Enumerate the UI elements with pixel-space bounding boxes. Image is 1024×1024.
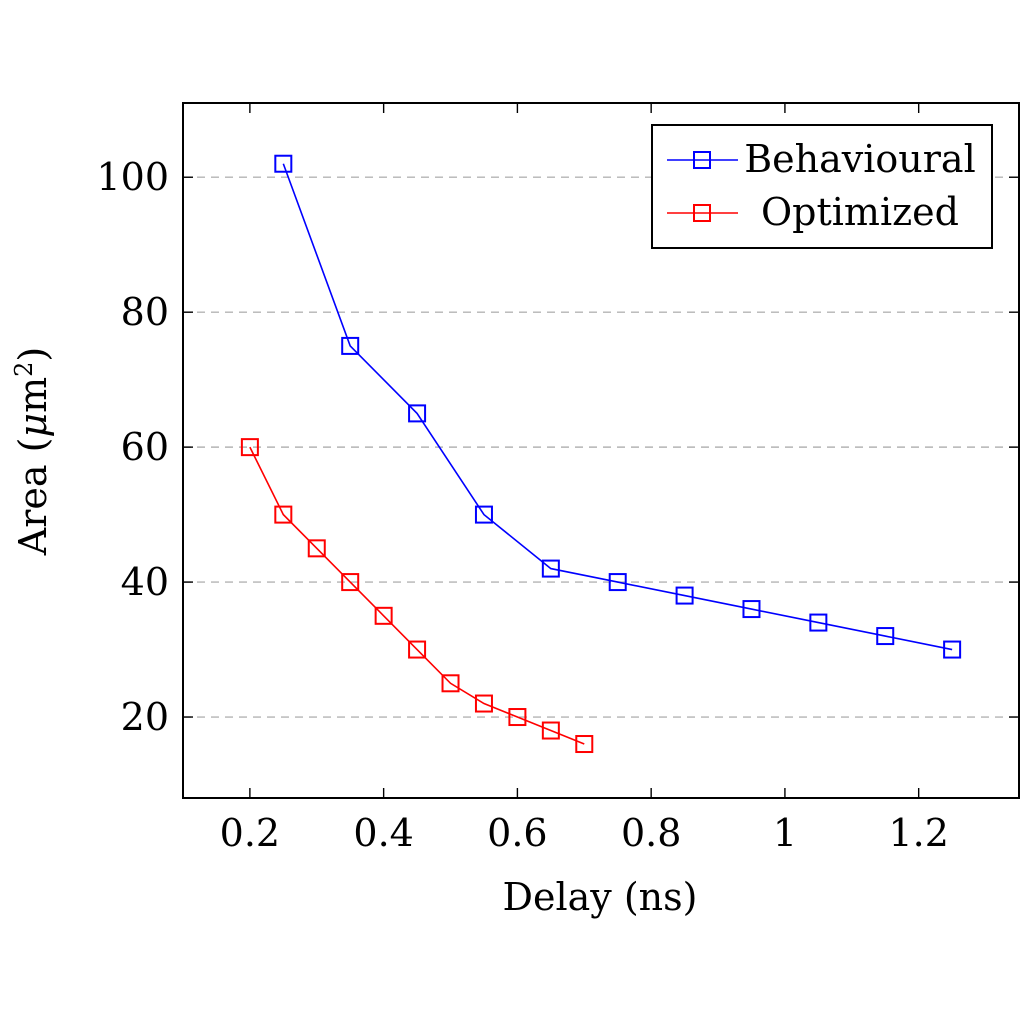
series-line-optimized xyxy=(249,446,585,745)
legend: Behavioural Optimized xyxy=(651,124,993,249)
data-point-behavioural xyxy=(876,627,895,646)
x-tick-label: 0.6 xyxy=(487,811,547,855)
data-point-optimized xyxy=(575,735,594,754)
data-point-behavioural xyxy=(474,505,493,524)
data-point-optimized xyxy=(408,640,427,659)
data-point-optimized xyxy=(441,674,460,693)
data-point-optimized xyxy=(374,606,393,625)
legend-box xyxy=(651,124,993,249)
legend-label-behavioural: Behavioural xyxy=(744,137,976,181)
data-point-behavioural xyxy=(274,154,293,173)
x-tick-label: 0.4 xyxy=(353,811,413,855)
data-point-behavioural xyxy=(943,640,962,659)
data-point-behavioural xyxy=(341,336,360,355)
data-point-optimized xyxy=(474,694,493,713)
data-point-behavioural xyxy=(675,586,694,605)
data-point-optimized xyxy=(240,438,259,457)
legend-label-optimized: Optimized xyxy=(761,190,959,234)
data-point-behavioural xyxy=(408,404,427,423)
data-point-behavioural xyxy=(809,613,828,632)
data-point-behavioural xyxy=(541,559,560,578)
series-line-behavioural xyxy=(282,163,953,651)
y-tick-label: 100 xyxy=(96,155,169,199)
data-point-optimized xyxy=(307,539,326,558)
legend-marker-behavioural xyxy=(693,151,711,169)
x-tick-label: 0.8 xyxy=(621,811,681,855)
data-point-optimized xyxy=(508,708,527,727)
series xyxy=(240,154,962,754)
data-point-behavioural xyxy=(608,573,627,592)
x-tick-label: 1.2 xyxy=(888,811,948,855)
axis-ticks: 20 40 60 80 100 0.2 0.4 0.6 0.8 1 1.2 xyxy=(96,103,1019,855)
x-axis-label: Delay (ns) xyxy=(503,875,698,919)
legend-marker-optimized xyxy=(693,204,711,222)
y-tick-label: 60 xyxy=(121,425,169,469)
y-tick-label: 20 xyxy=(121,695,169,739)
data-point-optimized xyxy=(341,573,360,592)
x-tick-label: 1 xyxy=(773,811,797,855)
x-tick-label: 0.2 xyxy=(220,811,280,855)
data-point-behavioural xyxy=(742,600,761,619)
y-tick-label: 40 xyxy=(121,560,169,604)
plot-frame xyxy=(182,102,1020,799)
y-axis-label: Area (μm2) xyxy=(10,347,55,557)
data-point-optimized xyxy=(274,505,293,524)
y-tick-label: 80 xyxy=(121,290,169,334)
data-point-optimized xyxy=(541,721,560,740)
